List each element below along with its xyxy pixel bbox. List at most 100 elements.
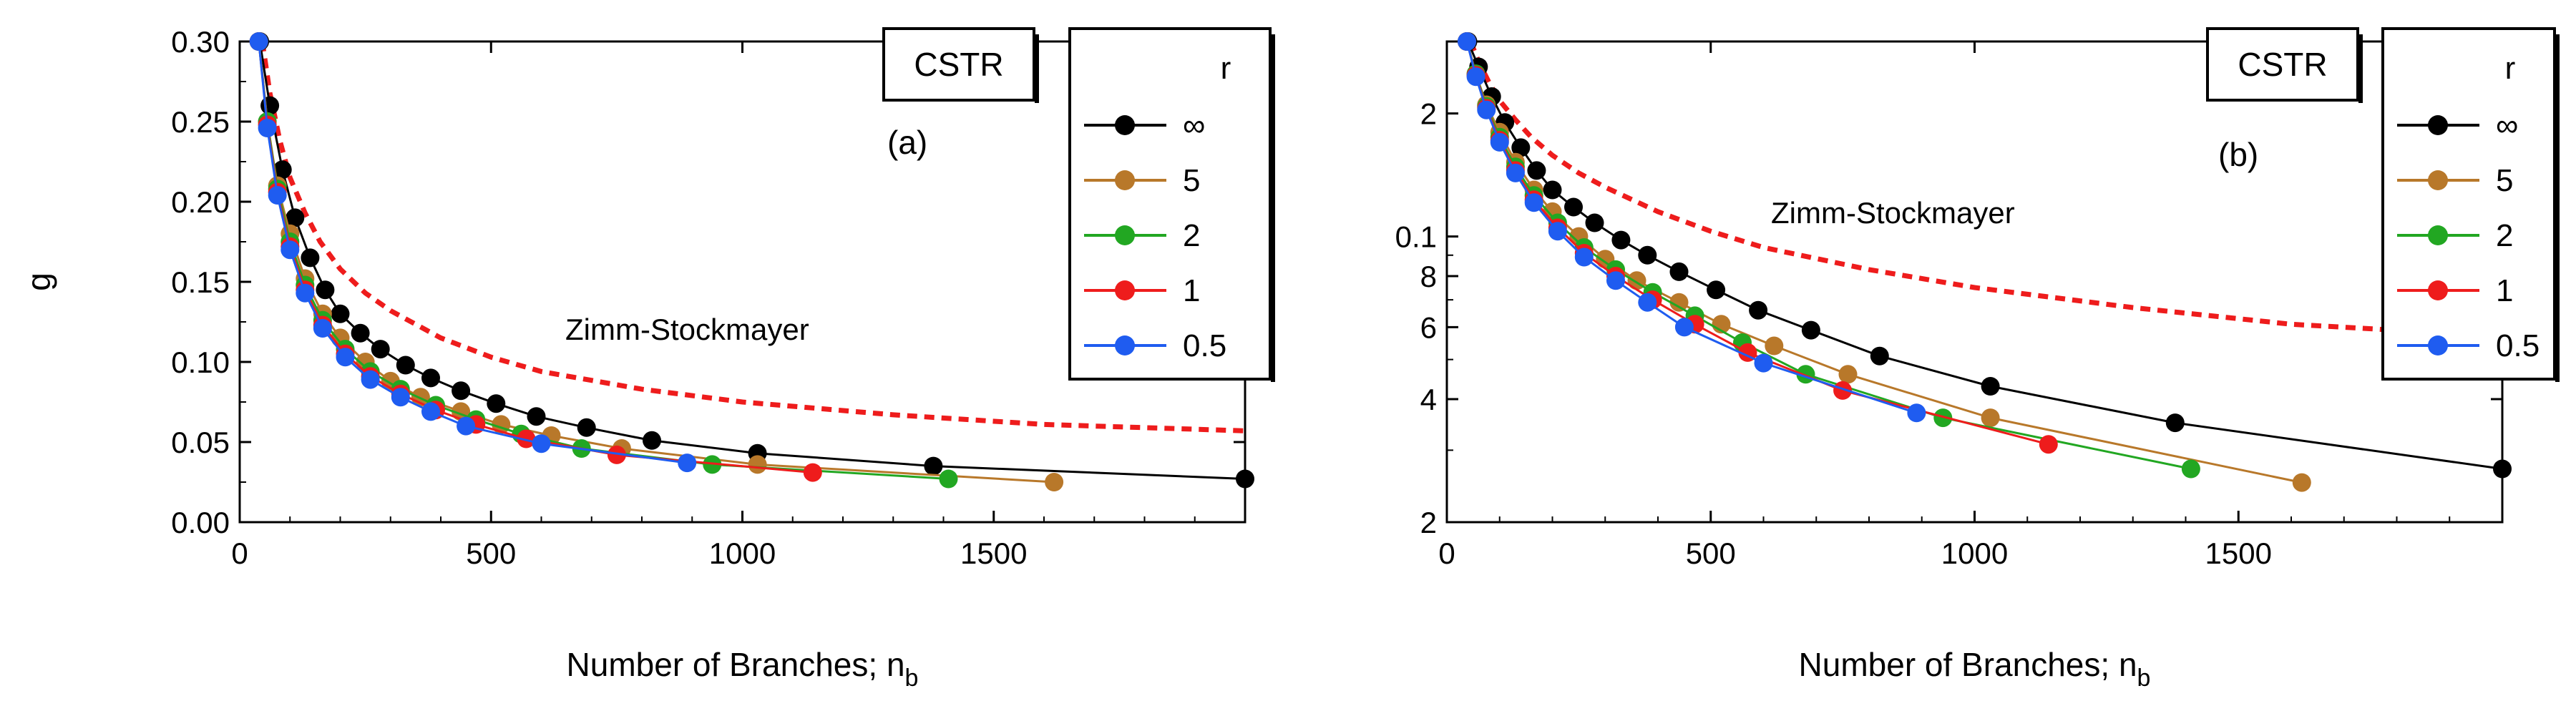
legend-swatch-marker xyxy=(1115,335,1135,356)
chart-panel-a: 0 500 1000 1500 0.00 0.05 0.10 0.15 0.20 0.25 0.30… xyxy=(20,25,1275,692)
data-point xyxy=(527,407,546,426)
data-point xyxy=(371,340,390,359)
data-point xyxy=(313,319,332,338)
legend-label: 2 xyxy=(1183,218,1200,253)
legend-label: 0.5 xyxy=(2496,328,2540,363)
data-point xyxy=(331,304,350,323)
legend-box xyxy=(1068,27,1272,381)
data-point xyxy=(351,323,370,343)
data-point xyxy=(487,394,506,413)
data-point xyxy=(421,402,440,421)
data-point xyxy=(260,96,280,115)
data-point xyxy=(1574,247,1594,267)
data-point xyxy=(1548,222,1567,241)
data-point xyxy=(1638,245,1657,265)
legend-swatch-marker xyxy=(1115,170,1135,190)
y-tick-label: 2 xyxy=(1420,97,1437,131)
zimm-stockmayer-annotation: Zimm-Stockmayer xyxy=(1771,196,2015,230)
data-point xyxy=(421,368,440,388)
y-tick-label: 0.1 xyxy=(1395,220,1437,254)
data-point xyxy=(2181,459,2200,479)
y-tick-label: 0.15 xyxy=(171,265,230,299)
legend-label: 0.5 xyxy=(1183,328,1226,363)
data-point xyxy=(457,416,476,436)
data-point xyxy=(1490,132,1509,152)
data-point xyxy=(1506,163,1525,182)
legend-swatch-marker xyxy=(2428,280,2448,300)
series-line-2 xyxy=(258,41,949,480)
data-point xyxy=(803,463,822,482)
cstr-label: CSTR xyxy=(914,46,1003,83)
panel-label: (a) xyxy=(887,124,927,161)
data-point xyxy=(296,283,315,303)
data-point xyxy=(361,370,380,389)
data-point xyxy=(396,356,415,375)
data-point xyxy=(1707,280,1726,300)
legend-swatch-marker xyxy=(2428,170,2448,190)
x-axis-title: Number of Branches; nb xyxy=(567,646,919,692)
series-line-4 xyxy=(258,41,688,464)
data-point xyxy=(1749,300,1768,320)
legend-label: 1 xyxy=(1183,273,1200,308)
y-tick-label: 0.05 xyxy=(171,426,230,459)
x-axis-title-main: Number of Branches; n xyxy=(567,646,905,683)
data-point xyxy=(1543,180,1562,200)
legend-swatch-marker xyxy=(1115,225,1135,245)
legend-swatch-marker xyxy=(1115,280,1135,300)
data-point xyxy=(1801,320,1820,340)
cstr-box xyxy=(2206,27,2359,102)
x-tick-label: 0 xyxy=(1438,536,1455,570)
data-point xyxy=(258,119,277,137)
data-point xyxy=(1833,381,1853,400)
data-point xyxy=(1907,403,1926,423)
data-point xyxy=(1236,469,1254,489)
y-axis-title: g xyxy=(20,273,57,291)
data-point xyxy=(1674,318,1694,337)
data-point xyxy=(1765,336,1784,356)
x-tick-label: 1000 xyxy=(1941,536,2008,570)
legend-label: ∞ xyxy=(1183,108,1205,143)
data-point xyxy=(1585,213,1604,232)
data-point xyxy=(532,434,551,453)
data-point xyxy=(452,381,471,401)
series-line-3 xyxy=(1465,41,2049,446)
data-point xyxy=(336,348,355,367)
legend-swatch-marker xyxy=(2428,335,2448,356)
y-tick-label: 0.30 xyxy=(171,25,230,59)
legend-swatch-marker xyxy=(1115,115,1135,135)
data-point xyxy=(1458,32,1476,51)
series-line-1 xyxy=(258,41,1055,484)
data-point xyxy=(268,186,287,205)
legend-title: r xyxy=(2505,51,2516,86)
x-tick-label: 0 xyxy=(231,536,248,570)
data-point xyxy=(1524,193,1543,212)
data-point xyxy=(1466,67,1485,87)
data-point xyxy=(1564,197,1583,217)
y-tick-label: 4 xyxy=(1420,383,1437,416)
x-axis-title-main: Number of Branches; n xyxy=(1799,646,2137,683)
legend-label: ∞ xyxy=(2496,108,2518,143)
legend-swatch-marker xyxy=(2428,115,2448,135)
data-point xyxy=(1669,293,1689,312)
data-point xyxy=(301,248,320,268)
data-point xyxy=(748,455,767,474)
data-point xyxy=(577,418,596,437)
data-point xyxy=(1638,293,1657,312)
data-point xyxy=(2165,413,2185,433)
x-tick-label: 500 xyxy=(466,536,516,570)
data-point xyxy=(2292,473,2311,492)
data-point xyxy=(280,240,300,260)
data-point xyxy=(273,160,292,180)
y-tick-label: 0.20 xyxy=(171,185,230,219)
y-tick-label: 2 xyxy=(1420,506,1437,539)
data-point xyxy=(939,469,958,489)
series-line-0 xyxy=(1467,41,2503,470)
legend-box xyxy=(2381,27,2556,381)
data-point xyxy=(1045,473,1064,491)
data-point xyxy=(1477,100,1496,119)
data-point xyxy=(1754,353,1773,373)
data-point xyxy=(1981,377,2000,396)
data-point xyxy=(2039,435,2058,454)
data-point xyxy=(2493,459,2512,479)
